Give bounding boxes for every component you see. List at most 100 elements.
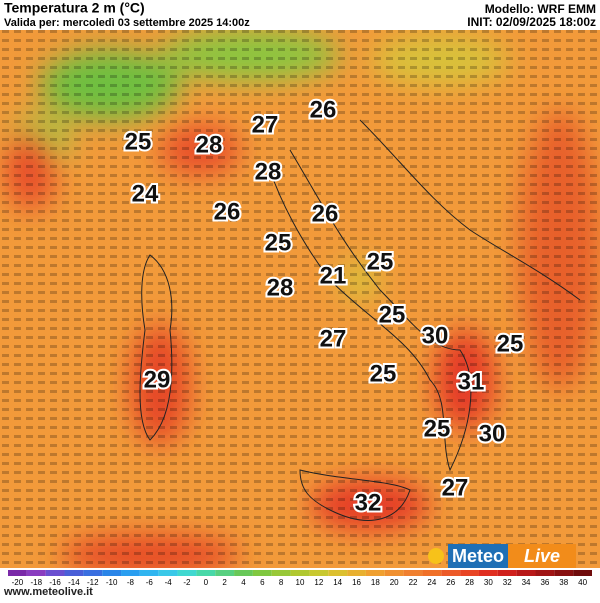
city-temperature: 26 [214, 198, 241, 225]
scale-label: -20 [12, 578, 24, 587]
scale-swatch [516, 570, 536, 576]
scale-swatch [554, 570, 574, 576]
scale-swatch [497, 570, 517, 576]
scale-swatch [478, 570, 498, 576]
model: Modello: WRF EMM [485, 2, 596, 16]
scale-swatch [422, 570, 442, 576]
init-time: INIT: 02/09/2025 18:00z [467, 15, 596, 29]
scale-swatch [102, 570, 122, 576]
scale-label: 0 [204, 578, 209, 587]
scale-label: 36 [540, 578, 549, 587]
city-temperature: 28 [267, 274, 294, 301]
city-temperature: 32 [355, 489, 382, 516]
city-temperature: 26 [312, 200, 339, 227]
color-scale: -20 -18 -16 -14 -12 -10 -8 -6 -4 -2 0 2 4 6 8 10 12 14 16 1… [8, 570, 592, 587]
city-temperature: 30 [422, 322, 449, 349]
scale-label: 34 [522, 578, 531, 587]
scale-swatch [8, 570, 27, 576]
city-temperature: 29 [144, 366, 171, 393]
logo-left: Meteo [452, 546, 504, 566]
scale-label: 26 [446, 578, 455, 587]
city-temperature: 25 [424, 415, 451, 442]
scale-swatch [347, 570, 366, 576]
scale-swatch [573, 570, 592, 576]
header-bg [0, 0, 600, 30]
scale-label: 22 [409, 578, 418, 587]
scale-label: 38 [559, 578, 568, 587]
scale-label: 30 [484, 578, 493, 587]
temperature-labels: 25 28 27 26 28 24 26 26 25 21 25 28 25 30 27 25 25 31 25 30… [123, 94, 526, 518]
city-temperature: 25 [497, 330, 524, 357]
city-temperature: 28 [255, 158, 282, 185]
title: Temperatura 2 m (°C) [4, 0, 145, 16]
scale-swatch [252, 570, 272, 576]
url: www.meteolive.it [3, 586, 93, 598]
city-temperature: 21 [320, 262, 347, 289]
scale-swatch [271, 570, 291, 576]
scale-label: 20 [390, 578, 399, 587]
scale-label: 18 [371, 578, 380, 587]
scale-label: -2 [183, 578, 191, 587]
valid-time: Valida per: mercoledì 03 settembre 2025 … [4, 17, 250, 29]
city-temperature: 24 [132, 180, 159, 207]
scale-label: -12 [87, 578, 99, 587]
scale-swatch [83, 570, 103, 576]
scale-swatch [45, 570, 65, 576]
scale-swatch [234, 570, 253, 576]
grid-values [0, 30, 600, 568]
scale-swatch [139, 570, 159, 576]
scale-swatch [384, 570, 404, 576]
scale-label: -10 [106, 578, 118, 587]
city-temperature: 25 [370, 360, 397, 387]
scale-swatch [365, 570, 385, 576]
scale-swatch [328, 570, 348, 576]
scale-label: 28 [465, 578, 474, 587]
scale-swatch [460, 570, 479, 576]
city-temperature: 27 [442, 474, 469, 501]
city-temperature: 28 [196, 131, 223, 158]
scale-label: -16 [49, 578, 61, 587]
scale-swatch [290, 570, 310, 576]
scale-swatch [158, 570, 178, 576]
logo-right: Live [524, 546, 560, 566]
scale-label: 14 [333, 578, 342, 587]
scale-label: 24 [427, 578, 436, 587]
scale-swatch [215, 570, 235, 576]
scale-label: 6 [260, 578, 265, 587]
scale-label: -14 [68, 578, 80, 587]
city-temperature: 27 [252, 111, 279, 138]
scale-label: -6 [146, 578, 154, 587]
coastlines [139, 119, 581, 521]
scale-swatch [535, 570, 555, 576]
scale-label: -18 [30, 578, 42, 587]
city-temperature: 25 [367, 248, 394, 275]
scale-label: -8 [127, 578, 135, 587]
scale-swatch [121, 570, 140, 576]
scale-label: 8 [279, 578, 284, 587]
scale-swatch [196, 570, 216, 576]
scale-label: 32 [503, 578, 512, 587]
scale-swatch [64, 570, 84, 576]
city-temperature: 31 [458, 368, 485, 395]
scale-label: 16 [352, 578, 361, 587]
scale-swatch [441, 570, 461, 576]
scale-label: 10 [296, 578, 305, 587]
scale-swatch [177, 570, 197, 576]
scale-swatch [309, 570, 329, 576]
scale-swatch [403, 570, 423, 576]
scale-label: 2 [222, 578, 227, 587]
city-temperature: 25 [265, 229, 292, 256]
scale-label: 12 [314, 578, 323, 587]
scale-swatch [26, 570, 46, 576]
city-temperature: 26 [310, 96, 337, 123]
city-temperature: 25 [125, 128, 152, 155]
logo: Meteo Live [428, 544, 576, 568]
city-temperature: 25 [379, 301, 406, 328]
scale-label: 40 [578, 578, 587, 587]
city-temperature: 27 [320, 325, 347, 352]
city-temperature: 30 [479, 420, 506, 447]
scale-label: 4 [241, 578, 246, 587]
scale-label: -4 [165, 578, 173, 587]
